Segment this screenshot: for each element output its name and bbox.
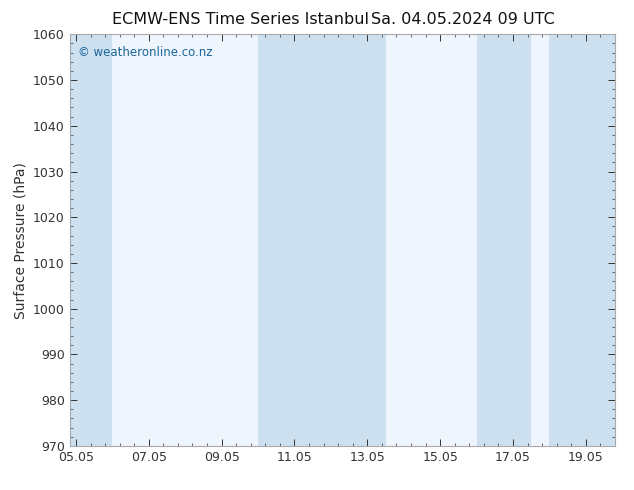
Bar (70, 34, 112, 446)
Text: © weatheronline.co.nz: © weatheronline.co.nz (78, 46, 212, 59)
Text: ECMW-ENS Time Series Istanbul: ECMW-ENS Time Series Istanbul (112, 12, 370, 27)
Text: Sa. 04.05.2024 09 UTC: Sa. 04.05.2024 09 UTC (371, 12, 555, 27)
Bar (477, 34, 531, 446)
Y-axis label: Surface Pressure (hPa): Surface Pressure (hPa) (13, 162, 27, 318)
Bar (313, 34, 385, 446)
Bar (550, 34, 615, 446)
Bar (258, 34, 313, 446)
